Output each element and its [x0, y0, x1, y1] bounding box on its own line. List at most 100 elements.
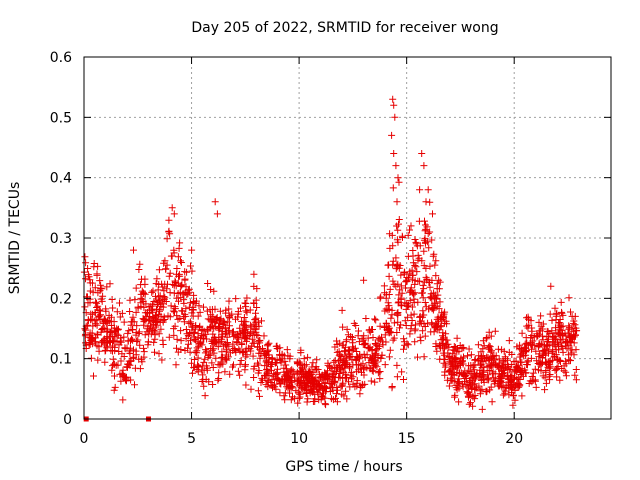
- data-point: [254, 387, 262, 395]
- data-point: [274, 375, 282, 383]
- data-point: [207, 345, 215, 352]
- data-point: [283, 346, 291, 354]
- data-point: [572, 327, 580, 335]
- data-point: [471, 370, 478, 378]
- data-point: [489, 368, 497, 376]
- data-point: [388, 131, 396, 139]
- data-point: [152, 311, 159, 319]
- data-point: [103, 327, 111, 335]
- data-point: [222, 306, 230, 314]
- data-point: [407, 322, 415, 330]
- data-point: [380, 322, 388, 330]
- data-point: [297, 378, 305, 386]
- data-point: [90, 372, 97, 380]
- data-point: [345, 378, 352, 386]
- data-point: [529, 369, 537, 377]
- data-point: [134, 304, 142, 312]
- data-point: [508, 351, 516, 358]
- data-point: [454, 378, 462, 386]
- data-point: [433, 302, 441, 310]
- data-point: [514, 361, 522, 369]
- data-point: [282, 361, 290, 369]
- data-point: [151, 348, 158, 356]
- data-point: [168, 204, 176, 212]
- data-point: [499, 391, 507, 399]
- data-point: [314, 380, 322, 388]
- data-point: [431, 324, 439, 332]
- data-point: [238, 341, 246, 348]
- data-point: [190, 291, 198, 299]
- x-tick-label: 15: [398, 431, 416, 447]
- data-point: [155, 266, 163, 274]
- data-point: [139, 289, 147, 297]
- data-point: [256, 392, 263, 400]
- data-point: [436, 298, 444, 306]
- data-point: [450, 346, 458, 354]
- data-point: [492, 352, 500, 360]
- data-point: [566, 334, 574, 341]
- data-point: [148, 288, 156, 296]
- data-point: [417, 337, 425, 345]
- data-point: [456, 357, 464, 365]
- data-point: [128, 335, 135, 343]
- data-point: [94, 356, 102, 364]
- data-point: [135, 266, 143, 273]
- data-point: [350, 319, 358, 327]
- data-point: [258, 317, 265, 325]
- data-point: [190, 356, 198, 363]
- data-point: [396, 262, 404, 269]
- data-point: [225, 313, 233, 321]
- data-point: [295, 374, 303, 382]
- data-point: [544, 338, 552, 346]
- data-point: [567, 308, 574, 316]
- data-point: [342, 370, 350, 378]
- data-point: [300, 372, 308, 380]
- data-point: [539, 372, 547, 380]
- data-point: [150, 338, 158, 346]
- data-point: [221, 325, 229, 333]
- data-point: [562, 337, 570, 345]
- data-point: [321, 384, 328, 392]
- data-point: [318, 392, 326, 400]
- data-point: [433, 285, 441, 293]
- data-point: [100, 341, 108, 349]
- data-point: [159, 336, 167, 344]
- data-point: [537, 312, 545, 320]
- data-point: [165, 272, 173, 280]
- data-point: [418, 150, 426, 157]
- data-point: [546, 364, 554, 372]
- data-point: [94, 289, 102, 297]
- data-point: [343, 325, 351, 333]
- data-point: [286, 355, 294, 363]
- data-point: [221, 319, 229, 327]
- data-point: [239, 348, 247, 356]
- data-point: [191, 348, 199, 356]
- data-point: [532, 383, 540, 391]
- data-point: [402, 305, 410, 313]
- data-point: [508, 389, 515, 397]
- data-point: [137, 302, 145, 310]
- data-point: [348, 347, 356, 355]
- data-point: [242, 307, 250, 315]
- data-point: [208, 359, 216, 367]
- data-point: [135, 330, 143, 337]
- data-point: [404, 231, 412, 239]
- data-point: [205, 351, 213, 359]
- data-point: [159, 300, 167, 308]
- data-point: [160, 313, 168, 321]
- data-point: [263, 358, 271, 366]
- data-point: [118, 309, 126, 317]
- data-point: [420, 236, 428, 244]
- data-point: [159, 283, 167, 291]
- data-point: [147, 325, 155, 333]
- data-point: [95, 313, 103, 321]
- data-point: [533, 357, 541, 365]
- data-point: [266, 363, 274, 371]
- data-point: [429, 306, 437, 314]
- data-point: [483, 387, 491, 395]
- data-point: [204, 280, 212, 287]
- data-point: [474, 341, 482, 349]
- data-point: [411, 277, 419, 285]
- data-point: [413, 268, 421, 276]
